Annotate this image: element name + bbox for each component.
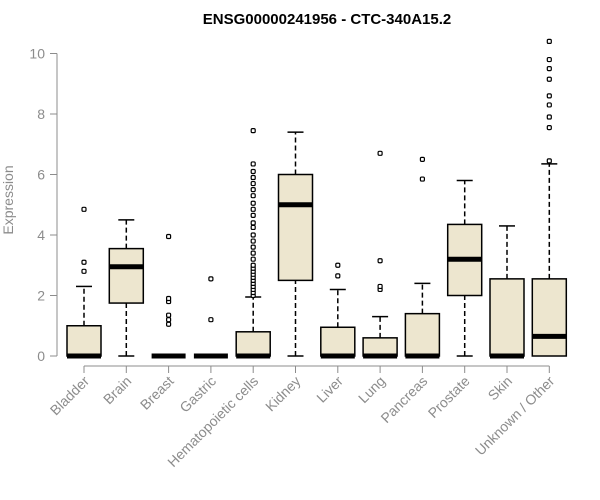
y-tick-label: 10 — [29, 46, 45, 62]
outlier-point — [546, 66, 552, 72]
outlier-point — [250, 174, 256, 181]
box-1 — [108, 219, 145, 357]
outlier-point — [546, 158, 552, 164]
outlier-point — [250, 187, 256, 193]
chart-title: ENSG00000241956 - CTC-340A15.2 — [203, 11, 451, 28]
outlier-point — [250, 256, 256, 262]
outlier-point — [166, 317, 172, 323]
axes: 0 2 4 6 8 10 — [29, 46, 550, 373]
outlier-point — [250, 224, 256, 231]
x-tick-label: Brain — [100, 373, 134, 407]
outlier-point — [250, 168, 256, 175]
outlier-point — [250, 128, 256, 134]
x-tick-label: Bladder — [47, 373, 93, 419]
outlier-point — [546, 76, 552, 82]
box-9 — [446, 179, 483, 357]
outlier-point — [419, 156, 425, 162]
outlier-point — [377, 258, 383, 264]
outlier-point — [546, 93, 552, 99]
x-tick-label: Lung — [355, 373, 388, 406]
iqr-box — [235, 331, 271, 357]
box-3 — [193, 276, 228, 359]
x-tick-label: Skin — [485, 373, 516, 404]
outlier-point — [250, 212, 256, 218]
x-tick-label: Liver — [313, 373, 346, 406]
outlier-point — [419, 176, 425, 182]
iqr-box — [362, 337, 398, 357]
box-4 — [235, 128, 271, 359]
outlier-point — [81, 268, 87, 274]
box-11 — [531, 38, 568, 357]
outlier-point — [335, 273, 341, 279]
outlier-point — [166, 312, 172, 318]
y-tick-label: 2 — [37, 288, 45, 304]
outlier-point — [546, 102, 552, 108]
outlier-point — [81, 206, 87, 212]
outlier-point — [166, 295, 172, 302]
outlier-point — [250, 206, 256, 212]
outlier-point — [250, 200, 256, 206]
outlier-point — [250, 238, 256, 244]
iqr-box — [404, 312, 441, 357]
outlier-point — [208, 276, 214, 282]
iqr-box — [320, 326, 356, 357]
outlier-point — [546, 125, 552, 131]
outlier-point — [546, 56, 552, 63]
outlier-point — [250, 220, 256, 226]
box-7 — [362, 150, 398, 359]
outlier-point — [166, 233, 172, 240]
y-tick-label: 6 — [37, 167, 45, 183]
y-tick-label: 4 — [37, 227, 45, 243]
outlier-point — [250, 232, 256, 238]
box-8 — [404, 156, 441, 359]
y-tick-label: 0 — [37, 348, 45, 364]
x-tick-label: Pancreas — [377, 373, 430, 426]
box-5 — [277, 131, 314, 357]
outlier-point — [250, 262, 256, 268]
outlier-point — [250, 250, 256, 256]
y-axis-label: Expression — [0, 165, 16, 234]
outlier-point — [208, 317, 214, 323]
outlier-point — [546, 114, 552, 120]
iqr-box — [489, 278, 525, 357]
iqr-box — [66, 325, 102, 357]
iqr-box — [108, 247, 145, 304]
outlier-point — [250, 180, 256, 187]
outlier-point — [546, 38, 552, 45]
outlier-point — [250, 193, 256, 199]
x-tick-label: Kidney — [262, 373, 304, 415]
x-tick-label: Breast — [137, 373, 177, 413]
x-tick-label: Unknown / Other — [472, 373, 558, 459]
iqr-box — [277, 173, 314, 282]
x-tick-label: Prostate — [425, 373, 473, 421]
outlier-point — [377, 150, 383, 156]
box-10 — [489, 225, 525, 359]
outlier-point — [166, 321, 172, 327]
outlier-point — [250, 161, 256, 167]
boxes-group — [66, 38, 568, 359]
y-tick-label: 8 — [37, 106, 45, 122]
outlier-point — [377, 283, 383, 290]
box-2 — [151, 233, 186, 359]
box-0 — [66, 206, 102, 359]
outlier-point — [250, 244, 256, 250]
outlier-point — [335, 262, 341, 268]
outlier-point — [81, 259, 87, 265]
box-6 — [320, 262, 356, 359]
iqr-box — [531, 278, 568, 357]
